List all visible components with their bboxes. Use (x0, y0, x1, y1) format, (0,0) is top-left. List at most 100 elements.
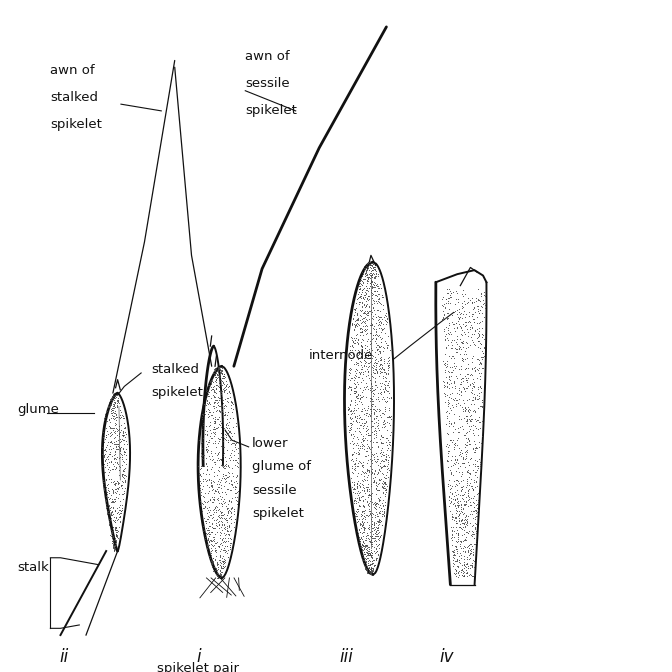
Point (119, 457, 130, 468)
Point (106, 456, 116, 467)
Point (359, 261, 370, 271)
Point (343, 351, 354, 362)
Point (369, 368, 380, 379)
Point (222, 409, 233, 420)
Point (216, 368, 226, 378)
Point (451, 360, 462, 371)
Point (218, 422, 229, 433)
Point (466, 452, 476, 463)
Point (373, 305, 384, 316)
Point (372, 552, 382, 563)
Point (205, 539, 216, 550)
Point (451, 466, 462, 476)
Point (118, 413, 128, 424)
Point (366, 408, 376, 419)
Point (358, 274, 369, 284)
Point (219, 369, 230, 380)
Point (103, 488, 114, 499)
Point (212, 487, 223, 497)
Point (110, 487, 121, 497)
Point (101, 429, 112, 440)
Point (441, 341, 452, 352)
Point (200, 532, 210, 542)
Point (347, 467, 358, 478)
Point (366, 306, 377, 317)
Point (449, 450, 460, 461)
Point (358, 321, 368, 331)
Point (465, 517, 476, 528)
Point (371, 497, 382, 508)
Point (351, 416, 362, 427)
Point (100, 495, 111, 505)
Point (218, 562, 228, 573)
Point (466, 387, 476, 398)
Point (347, 454, 358, 464)
Point (366, 277, 376, 288)
Point (442, 314, 453, 325)
Point (108, 536, 119, 547)
Point (457, 482, 468, 493)
Point (363, 348, 374, 359)
Point (478, 402, 489, 413)
Point (469, 481, 480, 492)
Point (362, 278, 373, 288)
Point (353, 312, 364, 323)
Point (363, 511, 374, 521)
Point (215, 562, 226, 573)
Point (357, 301, 368, 312)
Point (451, 478, 462, 489)
Point (362, 271, 373, 282)
Point (380, 383, 390, 394)
Point (373, 425, 384, 435)
Point (99, 452, 110, 463)
Point (470, 528, 481, 538)
Point (458, 452, 468, 463)
Point (113, 425, 124, 435)
Point (358, 544, 368, 555)
Point (352, 338, 363, 349)
Point (454, 478, 464, 489)
Point (198, 468, 208, 478)
Point (218, 558, 228, 569)
Point (462, 380, 473, 391)
Point (357, 327, 368, 337)
Point (225, 542, 236, 552)
Point (224, 542, 235, 552)
Point (363, 350, 374, 361)
Point (369, 499, 380, 509)
Point (369, 282, 380, 292)
Point (120, 471, 131, 482)
Point (458, 517, 469, 528)
Point (467, 406, 478, 417)
Point (221, 548, 232, 558)
Point (215, 560, 226, 571)
Point (355, 527, 366, 538)
Point (369, 542, 380, 552)
Point (473, 388, 484, 398)
Point (472, 443, 482, 454)
Point (462, 466, 473, 477)
Point (459, 495, 470, 506)
Point (344, 366, 355, 377)
Point (212, 400, 223, 411)
Point (362, 560, 373, 571)
Point (360, 355, 370, 366)
Point (365, 378, 376, 389)
Point (367, 530, 378, 541)
Point (370, 503, 380, 513)
Point (439, 308, 450, 319)
Point (466, 558, 477, 569)
Point (468, 502, 479, 513)
Point (108, 425, 119, 435)
Point (362, 530, 372, 540)
Point (117, 450, 128, 461)
Point (107, 422, 118, 433)
Point (450, 370, 461, 381)
Point (378, 378, 389, 389)
Point (361, 472, 372, 482)
Point (208, 495, 219, 505)
Point (116, 468, 127, 479)
Point (359, 527, 370, 538)
Point (209, 501, 220, 512)
Point (367, 371, 378, 382)
